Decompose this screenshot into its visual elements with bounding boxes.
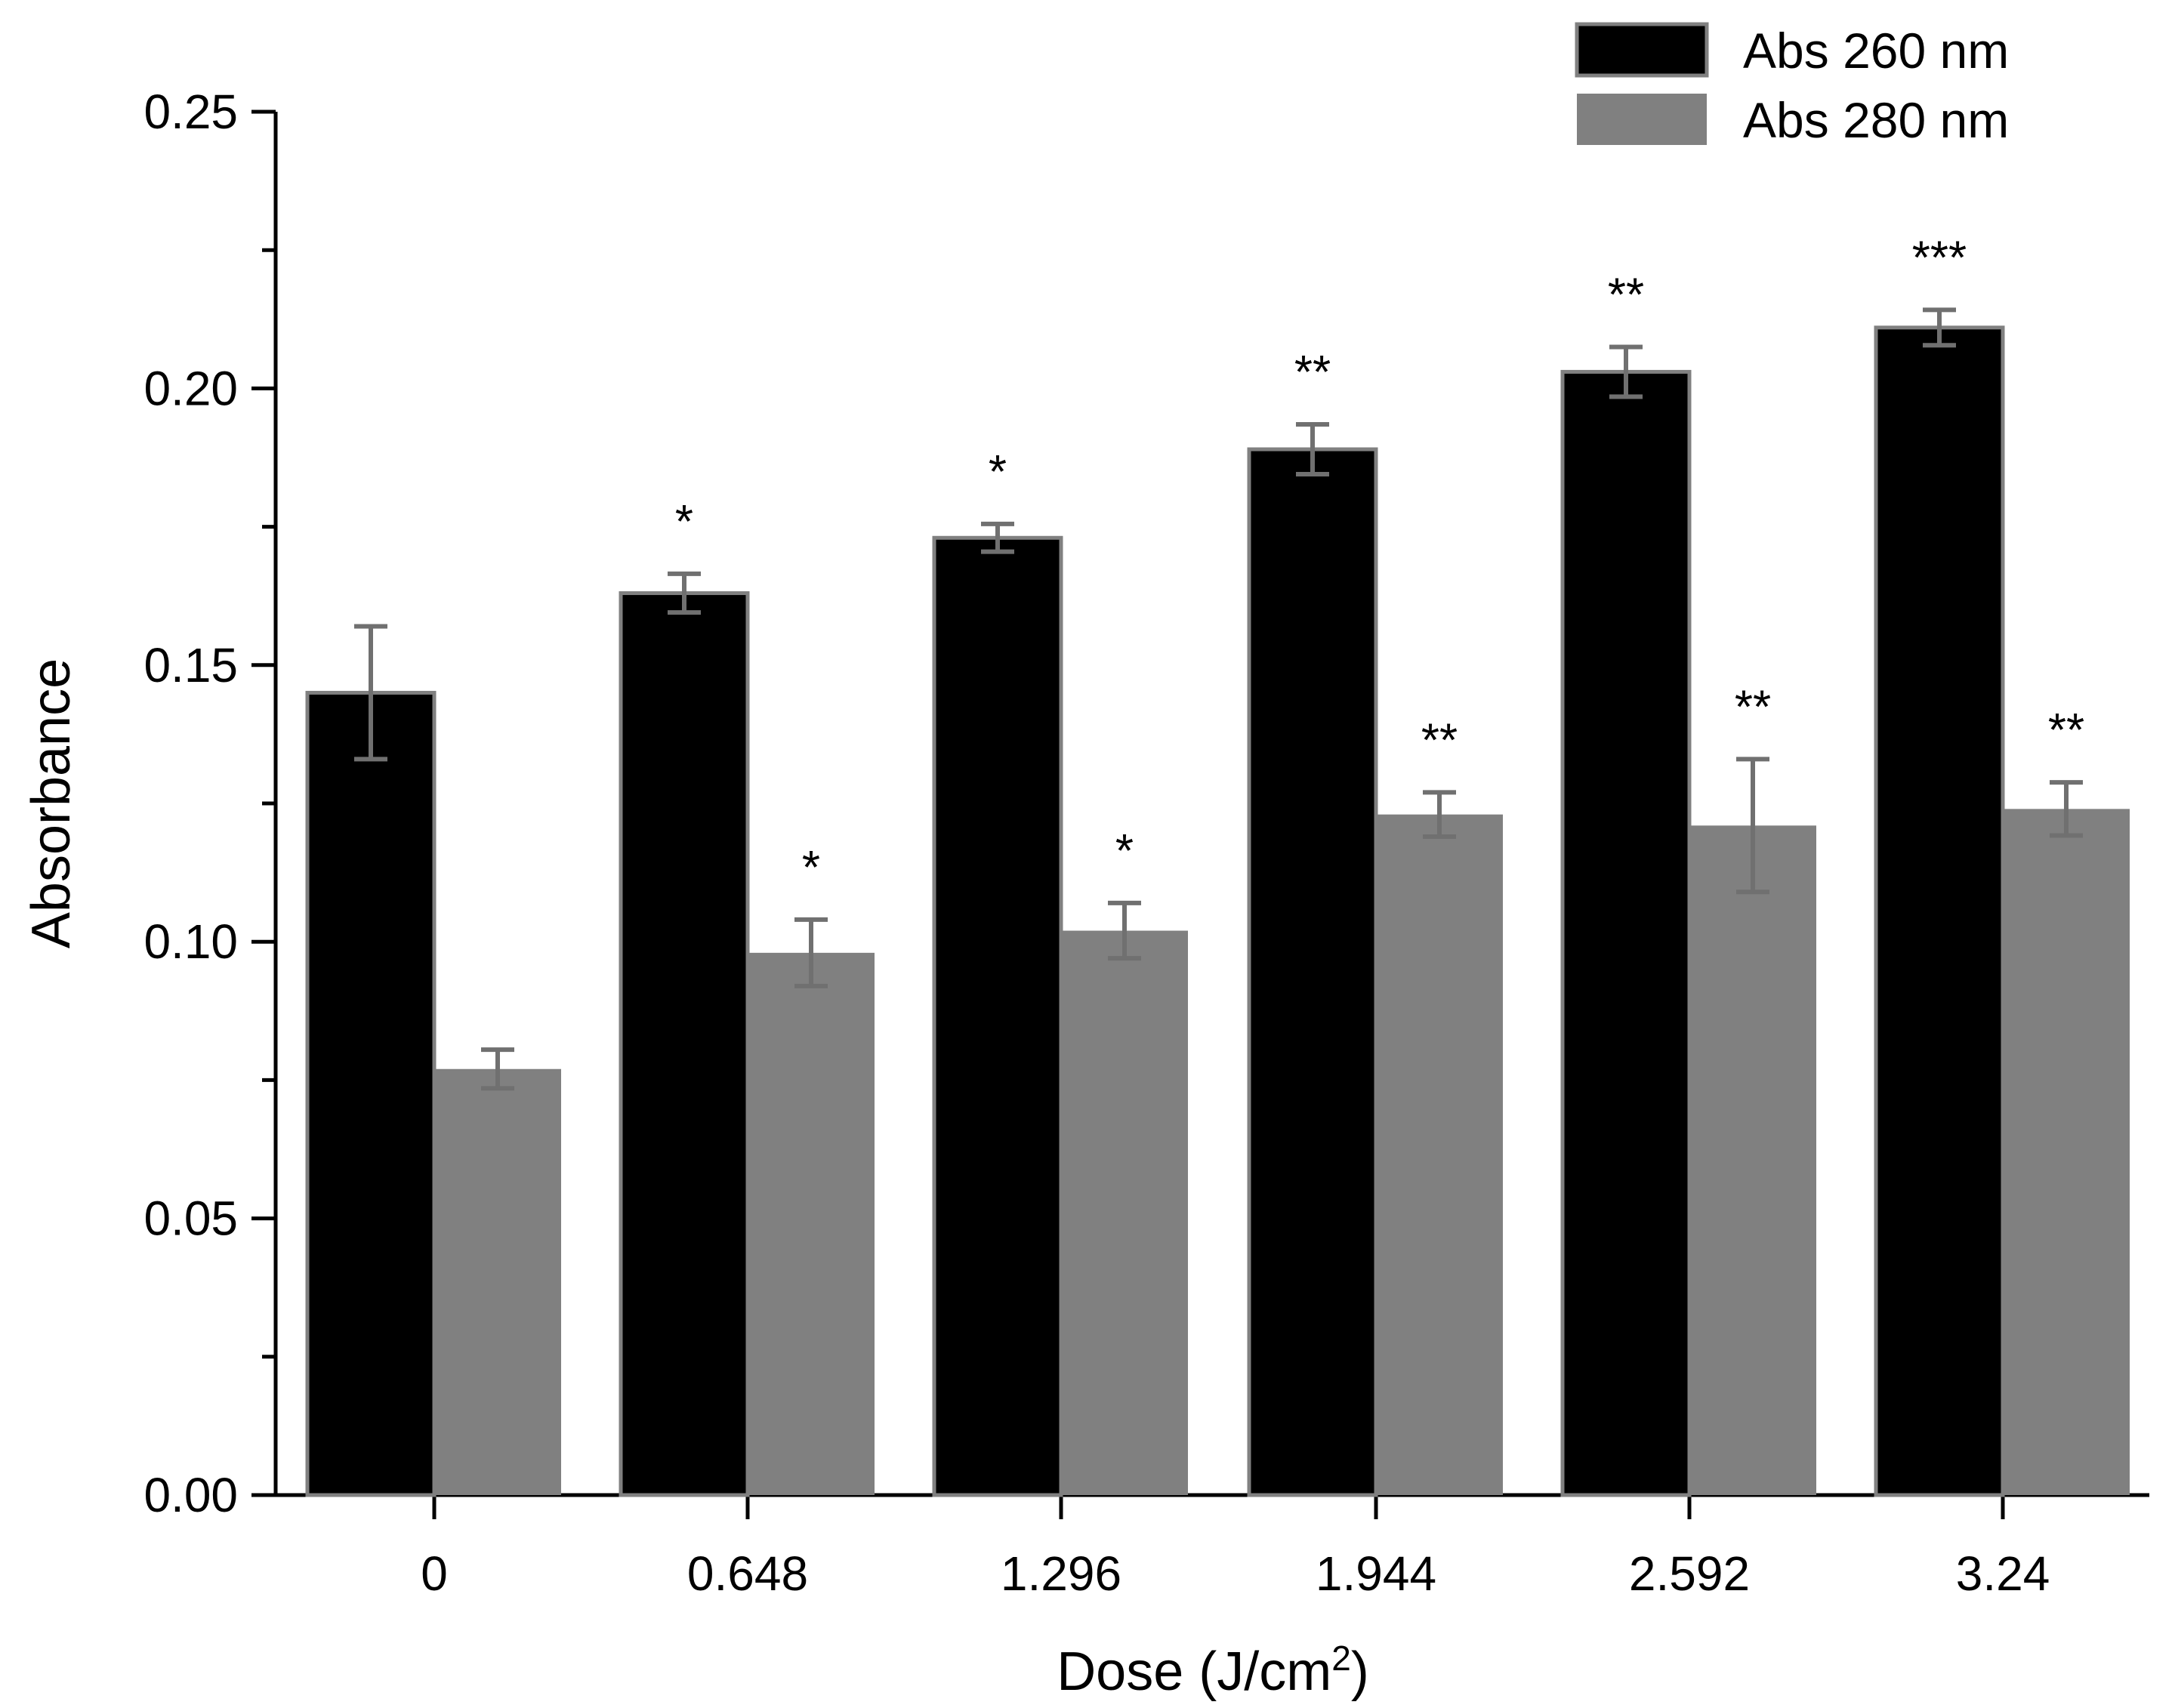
legend-label: Abs 260 nm [1743, 23, 2009, 79]
significance-label: ** [2048, 704, 2084, 757]
y-axis-label: Absorbance [21, 658, 82, 948]
bar [619, 591, 750, 1497]
bar [1376, 814, 1503, 1495]
bar [1247, 447, 1378, 1497]
x-axis-label-main: Dose (J/cm [1057, 1642, 1331, 1702]
significance-label: ** [1608, 269, 1644, 321]
significance-label: ** [1294, 347, 1331, 399]
bar [305, 690, 437, 1497]
legend-swatch [1575, 22, 1709, 78]
bar [1560, 369, 1692, 1497]
axes [251, 109, 2149, 1519]
x-tick-label: 0.648 [687, 1546, 808, 1601]
x-tick-label: 0 [421, 1546, 448, 1601]
x-axis-label-suffix: ) [1351, 1642, 1369, 1702]
x-tick-label: 1.944 [1316, 1546, 1436, 1601]
bar [2003, 809, 2130, 1495]
x-tick-label: 1.296 [1001, 1546, 1121, 1601]
y-tick-label: 0.10 [143, 914, 238, 969]
bar [748, 952, 875, 1495]
significance-label: * [989, 446, 1007, 498]
legend: Abs 260 nm Abs 280 nm [1575, 22, 2009, 148]
y-tick-label: 0.20 [143, 361, 238, 415]
x-tick-label: 3.24 [1956, 1546, 2050, 1601]
y-tick-label: 0.25 [143, 85, 238, 139]
legend-swatch [1577, 94, 1707, 145]
significance-label: * [802, 842, 820, 894]
bar [1061, 930, 1188, 1495]
significance-label: * [675, 496, 693, 548]
bar [1689, 825, 1816, 1495]
bar [1874, 325, 2005, 1497]
y-tick-label: 0.15 [143, 638, 238, 692]
significance-label: *** [1912, 232, 1967, 284]
x-axis-label-superscript: 2 [1331, 1639, 1351, 1678]
x-axis-label: Dose (J/cm2) [1057, 1639, 1369, 1702]
significance-label: ** [1735, 681, 1771, 733]
bars [305, 307, 2130, 1497]
significance-label: ** [1421, 714, 1458, 766]
x-tick-label: 2.592 [1629, 1546, 1750, 1601]
bar [434, 1068, 561, 1495]
bar [932, 535, 1063, 1497]
labels: 0.00 0.05 0.10 0.15 0.20 0.25 0 0.648 1.296 1.944… [21, 85, 2084, 1702]
legend-label: Abs 280 nm [1743, 92, 2009, 148]
y-tick-label: 0.05 [143, 1192, 238, 1246]
y-tick-label: 0.00 [143, 1468, 238, 1522]
significance-label: * [1115, 825, 1134, 877]
